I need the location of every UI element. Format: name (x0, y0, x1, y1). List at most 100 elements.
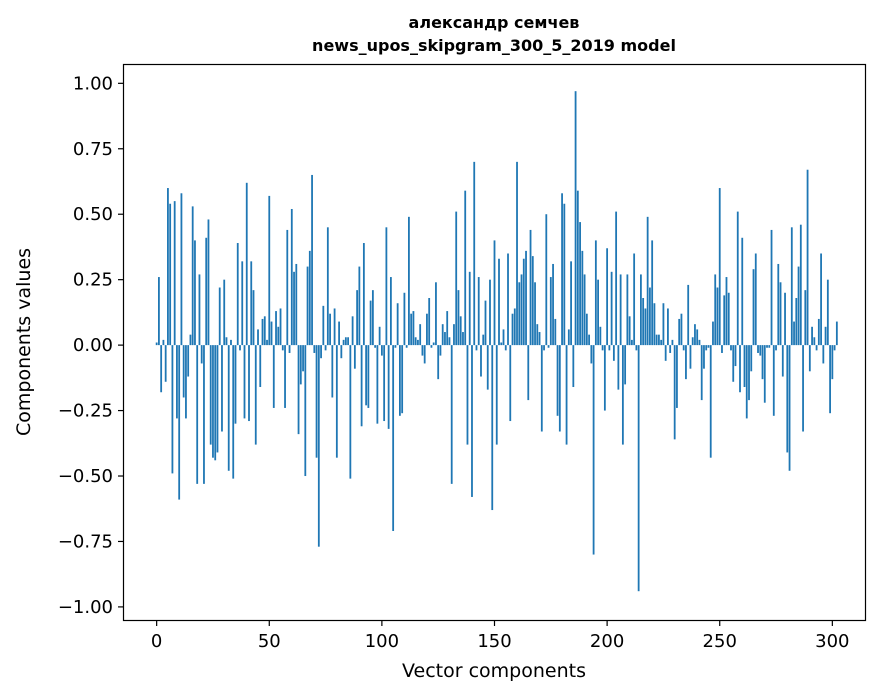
y-tick-label: 0.00 (73, 335, 113, 356)
bar-82 (340, 345, 343, 359)
bar-20 (200, 345, 203, 364)
bar-217 (644, 308, 647, 346)
bar-212 (633, 253, 636, 346)
bar-28 (218, 287, 221, 346)
bar-146 (484, 300, 487, 346)
bar-145 (482, 334, 485, 346)
bar-254 (727, 292, 730, 346)
bar-289 (806, 169, 809, 346)
bar-182 (565, 345, 568, 445)
bar-150 (493, 240, 496, 346)
bar-137 (464, 190, 467, 346)
bar-3 (162, 339, 165, 346)
bar-77 (329, 313, 331, 346)
bar-286 (799, 224, 802, 346)
bar-113 (410, 313, 413, 346)
bar-54 (277, 326, 280, 346)
bar-63 (297, 345, 300, 435)
bar-49 (266, 339, 268, 346)
bar-8 (173, 201, 176, 346)
bar-193 (590, 345, 593, 364)
bar-99 (378, 326, 381, 346)
bar-202 (610, 271, 613, 346)
bar-35 (234, 345, 237, 424)
bar-133 (455, 211, 458, 346)
bar-191 (585, 313, 588, 346)
bar-263 (748, 345, 750, 401)
bar-132 (453, 324, 455, 346)
bar-58 (286, 229, 289, 346)
bar-185 (572, 345, 575, 388)
y-axis: 1.00 0.75 0.50 0.25 0.00 −0.25 −0.50 −0.75 −1.00 (58, 73, 124, 618)
bar-33 (230, 339, 232, 346)
bar-107 (396, 303, 399, 346)
bar-268 (759, 345, 762, 356)
bar-115 (414, 337, 417, 346)
bar-151 (495, 345, 498, 445)
bar-189 (581, 250, 584, 346)
bar-279 (784, 292, 786, 346)
bar-243 (703, 345, 705, 369)
bar-42 (250, 261, 253, 346)
bar-149 (491, 345, 494, 511)
bar-75 (324, 345, 327, 351)
bar-277 (779, 282, 782, 346)
bar-88 (353, 345, 356, 369)
bar-281 (788, 345, 791, 471)
x-tick-label: 200 (590, 631, 624, 652)
bar-52 (272, 345, 275, 408)
bar-266 (754, 253, 757, 346)
y-tick-label: 0.75 (73, 139, 113, 160)
bar-55 (279, 308, 282, 346)
bar-275 (775, 345, 777, 351)
bar-14 (187, 345, 190, 377)
bar-6 (169, 203, 172, 346)
bar-78 (331, 345, 334, 398)
bar-259 (739, 345, 741, 393)
y-tick-label: −0.25 (58, 401, 113, 422)
bar-255 (730, 345, 732, 351)
bar-142 (475, 345, 478, 351)
bar-32 (227, 345, 230, 471)
bar-261 (743, 345, 746, 388)
bar-168 (534, 282, 536, 346)
bar-48 (263, 316, 266, 346)
bar-125 (437, 345, 440, 380)
bar-73 (320, 345, 322, 359)
y-tick-label: −0.75 (58, 531, 113, 552)
bar-235 (685, 345, 687, 380)
bar-9 (176, 345, 178, 419)
bar-97 (374, 345, 377, 348)
bar-194 (592, 345, 595, 555)
bar-89 (356, 290, 359, 346)
bar-179 (558, 345, 561, 432)
bar-223 (658, 334, 660, 346)
bar-138 (466, 345, 469, 445)
bar-187 (576, 190, 579, 346)
bar-273 (770, 229, 773, 346)
bar-72 (317, 345, 320, 547)
x-tick-label: 300 (815, 631, 849, 652)
bar-105 (392, 345, 395, 531)
bar-112 (408, 216, 410, 346)
bar-25 (212, 345, 214, 458)
bar-27 (216, 345, 219, 453)
bar-36 (236, 243, 239, 346)
bar-18 (196, 345, 199, 484)
bar-50 (268, 195, 271, 346)
bar-21 (203, 345, 205, 484)
bar-244 (705, 345, 708, 351)
bar-157 (509, 345, 512, 422)
bar-16 (191, 206, 194, 346)
bar-234 (682, 345, 685, 351)
bar-76 (326, 227, 329, 346)
bar-70 (313, 345, 316, 353)
y-tick-label: −1.00 (58, 597, 113, 618)
bar-213 (635, 345, 638, 351)
bar-247 (712, 321, 714, 346)
bar-204 (615, 211, 618, 346)
bar-192 (588, 334, 590, 346)
bar-23 (207, 219, 210, 346)
bar-265 (752, 269, 755, 346)
bar-181 (563, 203, 566, 346)
